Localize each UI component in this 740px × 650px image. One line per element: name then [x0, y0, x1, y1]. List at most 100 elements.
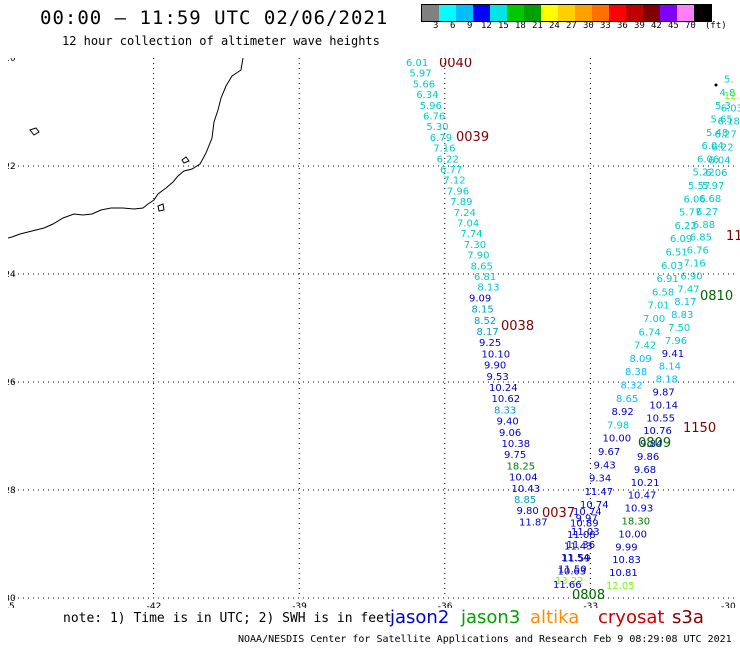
wave-value: 5.77: [679, 208, 701, 219]
legend-swatch: [473, 5, 490, 21]
legend-tick: 42: [651, 21, 662, 31]
wave-value: 7.96: [447, 186, 469, 197]
wave-value: 9.43: [594, 460, 616, 471]
wave-value: 10.62: [492, 394, 521, 405]
wave-value: 7.04: [457, 219, 479, 230]
wave-value: 8.09: [630, 354, 652, 365]
wave-value: 10.63: [558, 567, 587, 578]
legend-swatch: [694, 5, 711, 21]
wave-value: 6.68: [699, 194, 721, 205]
wave-value: 6.22: [711, 142, 733, 153]
wave-value: 6.06: [705, 168, 727, 179]
wave-value: 6.90: [680, 271, 702, 282]
wave-value: 10.04: [509, 473, 538, 484]
lat-label: -24: [8, 270, 16, 280]
wave-value: 7.50: [668, 323, 690, 334]
pass-time-label: 0037: [542, 506, 575, 521]
legend-tick: 9: [467, 21, 473, 31]
legend-swatch: [677, 5, 694, 21]
legend-tick: 70: [685, 21, 696, 31]
wave-value: 6.03: [721, 104, 740, 115]
wave-value: 9.84: [640, 439, 662, 450]
wave-value: 9.06: [499, 428, 521, 439]
wave-value: 9.67: [598, 447, 620, 458]
wave-value: 10.93: [625, 504, 654, 515]
wave-value: 10.81: [609, 568, 638, 579]
wave-value: 6.27: [715, 130, 737, 141]
legend-tick: 6: [450, 21, 456, 31]
wave-value: 8.15: [472, 305, 494, 316]
wave-value: 4.8: [720, 88, 736, 99]
lon-label: -30: [721, 602, 736, 608]
wave-value: 12.67: [724, 91, 740, 102]
wave-value: 6.77: [440, 165, 462, 176]
lon-label: -33: [583, 602, 598, 608]
wave-value: 6.51: [666, 248, 688, 259]
wave-value: 8.83: [671, 310, 693, 321]
pass-time-label: 0810: [700, 289, 733, 304]
wave-value: 11.08: [567, 530, 596, 541]
wave-value: 5.65: [711, 115, 733, 126]
wave-value: 10.83: [612, 555, 641, 566]
wave-value: 9.75: [504, 450, 526, 461]
wave-value: 5.48: [706, 128, 728, 139]
pass-time-label: 0039: [456, 130, 489, 145]
wave-value: 6.22: [675, 221, 697, 232]
wave-value: 9.87: [653, 388, 675, 399]
wave-value: 7.01: [648, 301, 670, 312]
wave-value: 7.16: [684, 259, 706, 270]
legend-tick: 27: [566, 21, 577, 31]
wave-value: 5.: [724, 75, 734, 86]
island: [29, 127, 40, 136]
map-plot: -20-22-24-26-28-30-45-42-39-36-33-306.01…: [8, 58, 740, 608]
wave-value: 6.22: [437, 154, 459, 165]
point-marker: [714, 83, 718, 87]
wave-value: 9.97: [576, 514, 598, 525]
wave-value: 10.74: [580, 500, 609, 511]
legend-tick: 18: [515, 21, 526, 31]
wave-value: 7.00: [643, 314, 665, 325]
wave-value: 6.85: [690, 233, 712, 244]
legend-swatch: [575, 5, 592, 21]
wave-value: 9.41: [662, 349, 684, 360]
wave-value: 8.13: [477, 283, 499, 294]
wave-value: 7.16: [433, 144, 455, 155]
wave-value: 8.14: [659, 362, 681, 373]
wave-value: 10.38: [502, 439, 531, 450]
wave-value: 18.25: [507, 461, 536, 472]
wave-value: 10.24: [489, 383, 518, 394]
wave-value: 10.00: [603, 434, 632, 445]
wave-value: 8.52: [474, 316, 496, 327]
lat-label: -28: [8, 486, 16, 496]
legend-cryosat: cryosat: [598, 607, 665, 628]
legend-swatch: [558, 5, 575, 21]
legend-tick: 24: [549, 21, 560, 31]
wave-value: 6.01: [406, 58, 428, 69]
wave-value: 6.34: [416, 90, 438, 101]
wave-value: 5.66: [413, 79, 435, 90]
wave-value: 11.43: [564, 542, 593, 553]
wave-value: 8.65: [471, 261, 493, 272]
wave-value: 6.06: [697, 154, 719, 165]
wave-value: 7.98: [607, 420, 629, 431]
lat-label: -20: [8, 58, 16, 64]
legend-swatch: [660, 5, 677, 21]
legend-s3a: s3a: [672, 607, 704, 628]
wave-value: 7.74: [460, 229, 482, 240]
wave-value: 5.57: [688, 181, 710, 192]
wave-value: 9.86: [637, 452, 659, 463]
wave-value: 11.59: [562, 553, 591, 564]
legend-tick: 39: [634, 21, 645, 31]
color-legend: [421, 4, 712, 22]
lat-label: -30: [8, 594, 16, 604]
wave-value: 9.53: [487, 372, 509, 383]
wave-value: 11.47: [585, 487, 614, 498]
wave-value: 6.79: [430, 133, 452, 144]
footnote: note: 1) Time is in UTC; 2) SWH is in fe…: [63, 611, 392, 626]
wave-value: 13.22: [555, 576, 584, 587]
coastline: [8, 58, 244, 239]
wave-value: 8.92: [612, 407, 634, 418]
wave-value: 10.76: [643, 426, 672, 437]
wave-value: 7.90: [467, 251, 489, 262]
wave-value: 5.97: [702, 181, 724, 192]
